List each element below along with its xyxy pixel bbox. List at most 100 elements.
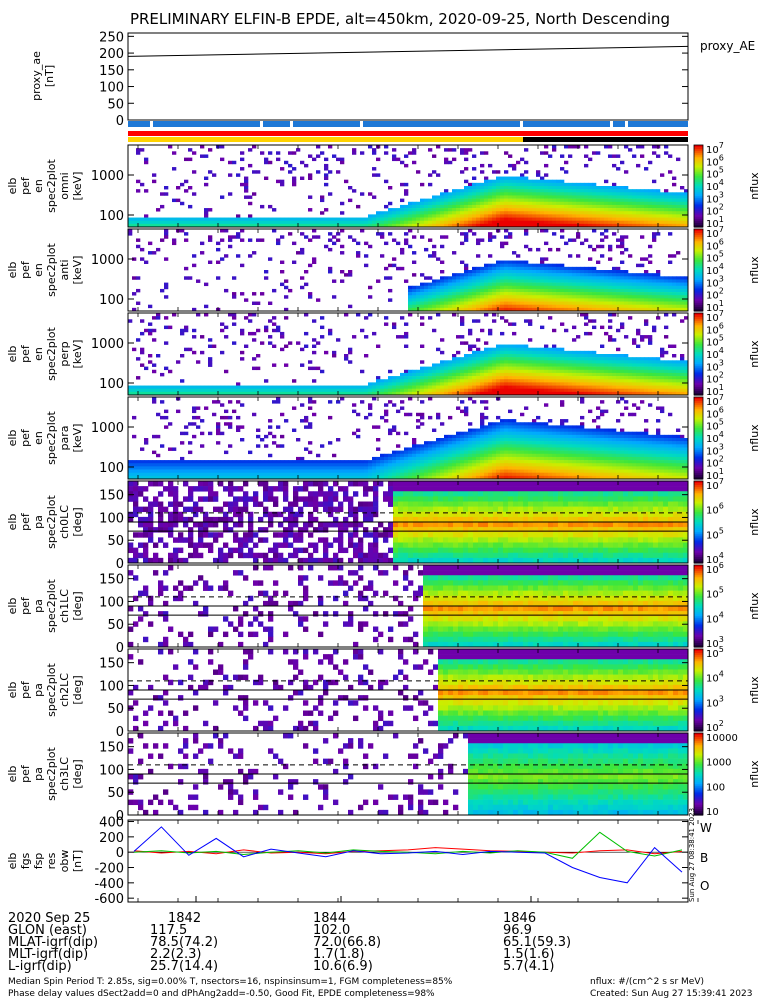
spec-cell bbox=[400, 388, 405, 393]
spec-cell bbox=[492, 376, 497, 380]
spec-cell bbox=[428, 292, 433, 296]
spec-cell bbox=[508, 379, 513, 383]
spec-cell bbox=[136, 288, 141, 293]
spec-cell bbox=[380, 382, 385, 386]
spec-cell bbox=[388, 220, 393, 225]
colorbar-segment bbox=[694, 190, 703, 193]
spec-cell bbox=[600, 304, 605, 309]
spec-cell bbox=[508, 295, 513, 299]
spec-cell bbox=[608, 385, 613, 389]
spec-cell bbox=[544, 189, 549, 193]
spec-cell bbox=[128, 217, 133, 221]
spec-cell bbox=[568, 363, 573, 367]
spec-cell bbox=[452, 376, 457, 380]
spec-cell bbox=[512, 288, 517, 293]
spec-cell bbox=[416, 304, 421, 309]
spec-cell bbox=[132, 460, 137, 464]
spec-cell bbox=[284, 223, 289, 228]
spec-cell bbox=[520, 220, 525, 225]
spec-cell bbox=[664, 335, 669, 339]
spec-cell bbox=[416, 447, 421, 451]
spec-cell bbox=[604, 211, 609, 215]
spec-cell bbox=[488, 391, 493, 396]
spec-cell bbox=[508, 232, 513, 236]
spec-cell bbox=[152, 223, 157, 228]
spec-cell bbox=[448, 204, 453, 209]
spec-cell bbox=[600, 276, 605, 280]
spec-cell bbox=[248, 466, 253, 470]
spec-cell bbox=[180, 431, 185, 436]
spec-cell bbox=[200, 466, 205, 470]
spec-cell bbox=[504, 223, 509, 228]
spec-cell bbox=[572, 325, 577, 330]
spec-cell bbox=[588, 189, 593, 193]
spec-cell bbox=[236, 217, 241, 221]
spec-cell bbox=[380, 254, 385, 258]
spec-cell bbox=[376, 425, 381, 429]
spec-cell bbox=[664, 307, 669, 312]
spec-cell bbox=[168, 217, 173, 221]
spec-cell bbox=[460, 341, 465, 345]
spec-cell bbox=[576, 220, 581, 225]
spec-cell bbox=[300, 463, 305, 467]
spec-cell bbox=[440, 260, 445, 264]
spec-cell bbox=[436, 347, 441, 352]
spec-cell bbox=[192, 466, 197, 470]
spec-cell bbox=[216, 428, 221, 432]
spec-cell bbox=[440, 369, 445, 374]
spec-cell bbox=[568, 238, 573, 242]
spec-cell bbox=[392, 385, 397, 389]
spec-cell bbox=[492, 220, 497, 225]
spec-cell bbox=[540, 357, 545, 361]
spec-cell bbox=[604, 354, 609, 358]
spec-cell bbox=[232, 235, 237, 239]
spec-cell bbox=[356, 463, 361, 467]
spec-cell bbox=[492, 211, 497, 215]
spec-cell bbox=[456, 208, 461, 212]
colorbar-segment bbox=[694, 392, 703, 396]
spec-cell bbox=[352, 151, 357, 155]
colorbar-tick-label: 101 bbox=[706, 299, 724, 314]
spec-cell bbox=[184, 463, 189, 467]
spec-cell bbox=[532, 298, 537, 302]
spec-cell bbox=[588, 391, 593, 396]
spec-cell bbox=[544, 304, 549, 309]
spec-cell bbox=[668, 220, 673, 225]
spec-cell bbox=[396, 157, 401, 162]
spec-cell bbox=[464, 354, 469, 358]
spec-cell bbox=[608, 276, 613, 280]
spec-cell bbox=[428, 388, 433, 393]
spec-cell bbox=[632, 285, 637, 290]
spec-cell bbox=[648, 285, 653, 290]
spec-cell bbox=[220, 257, 225, 261]
spec-cell bbox=[552, 186, 557, 190]
spec-cell bbox=[668, 285, 673, 290]
spec-cell bbox=[500, 217, 505, 221]
spec-cell bbox=[476, 391, 481, 396]
spec-cell bbox=[472, 211, 477, 215]
spec-cell bbox=[636, 201, 641, 206]
spec-cell bbox=[208, 338, 213, 342]
spec-cell bbox=[612, 295, 617, 299]
spec-cell bbox=[468, 220, 473, 225]
spec-cell bbox=[296, 148, 301, 152]
spec-cell bbox=[364, 254, 369, 258]
spec-cell bbox=[456, 211, 461, 215]
spec-cell bbox=[540, 179, 545, 184]
spec-cell bbox=[444, 388, 449, 393]
spec-cell bbox=[464, 288, 469, 293]
spec-cell bbox=[520, 292, 525, 296]
spec-cell bbox=[368, 295, 373, 299]
spec-cell bbox=[244, 223, 249, 228]
spec-cell bbox=[520, 260, 525, 264]
spec-cell bbox=[480, 292, 485, 296]
spec-cell bbox=[636, 292, 641, 296]
spec-cell bbox=[212, 223, 217, 228]
spec-cell bbox=[144, 157, 149, 162]
spec-cell bbox=[152, 391, 157, 396]
colorbar-segment bbox=[694, 341, 703, 345]
spec-cell bbox=[280, 347, 285, 352]
spec-cell bbox=[264, 385, 269, 389]
spec-cell bbox=[524, 192, 529, 196]
spec-cell bbox=[344, 475, 349, 480]
